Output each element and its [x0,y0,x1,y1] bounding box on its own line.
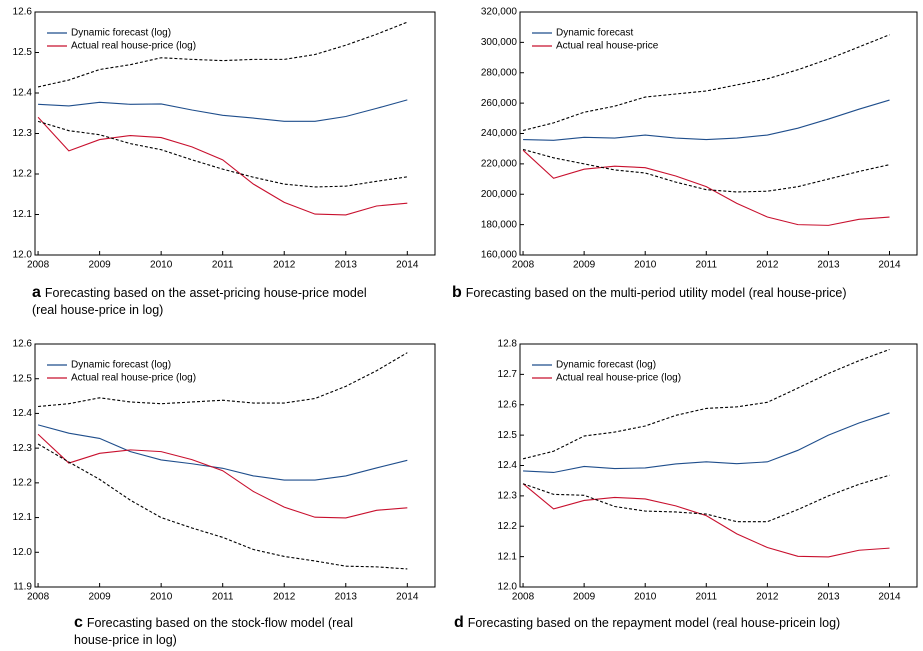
y-tick-label: 12.2 [13,169,33,180]
confidence-band [37,443,408,570]
caption: a Forecasting based on the asset-pricing … [32,284,392,319]
caption: c Forecasting based on the stock-flow mod… [74,614,374,649]
y-tick-label: 12.3 [498,491,518,502]
x-tick-label: 2009 [88,592,111,603]
caption-text: Forecasting based on the multi-period ut… [465,286,847,300]
y-tick-label: 11.9 [13,582,32,593]
y-tick-label: 12.2 [13,477,33,488]
legend-label: Dynamic forecast [556,28,633,39]
confidence-band [522,348,890,460]
x-tick-label: 2013 [817,592,840,603]
x-tick-label: 2008 [27,592,50,603]
legend-label: Actual real house-price (log) [71,373,196,384]
x-tick-label: 2010 [150,260,173,271]
y-tick-label: 240,000 [481,128,518,139]
y-tick-label: 180,000 [481,219,518,230]
x-tick-label: 2011 [696,260,718,271]
legend-label: Actual real house-price [556,41,659,52]
series-line [522,483,890,558]
y-tick-label: 12.0 [498,582,518,593]
series-line [523,99,890,141]
y-tick-label: 12.3 [13,443,33,454]
x-tick-label: 2010 [634,260,657,271]
x-tick-label: 2010 [634,592,657,603]
x-tick-label: 2009 [573,592,596,603]
x-tick-label: 2012 [273,260,296,271]
y-tick-label: 12.5 [13,47,33,58]
legend-label: Dynamic forecast (log) [71,360,171,371]
series-line [37,424,408,481]
x-tick-label: 2012 [273,592,296,603]
confidence-band [37,120,408,188]
y-tick-label: 12.1 [498,551,518,562]
caption-text: Forecasting based on the asset-pricing h… [32,286,367,317]
x-tick-label: 2011 [696,592,718,603]
y-tick-label: 12.3 [13,128,33,139]
x-tick-label: 2014 [878,592,901,603]
y-tick-label: 12.6 [13,339,33,350]
y-tick-label: 160,000 [481,250,518,261]
x-tick-label: 2009 [88,260,111,271]
series-line [37,433,408,519]
y-tick-label: 12.5 [13,373,33,384]
y-tick-label: 12.5 [498,430,518,441]
confidence-band [522,474,890,523]
plot-frame [34,343,436,588]
x-tick-label: 2008 [512,260,535,271]
y-tick-label: 200,000 [481,189,518,200]
series-line [522,149,890,226]
y-tick-label: 12.1 [13,512,33,523]
legend-label: Actual real house-price (log) [556,373,681,384]
x-tick-label: 2013 [335,260,358,271]
confidence-band [522,148,890,193]
caption: d Forecasting based on the repayment mode… [454,614,923,632]
x-tick-label: 2014 [396,260,419,271]
legend-label: Dynamic forecast (log) [71,28,171,39]
y-tick-label: 300,000 [481,37,518,48]
y-tick-label: 12.4 [13,408,33,419]
caption: b Forecasting based on the multi-period u… [452,284,922,302]
x-tick-label: 2013 [817,260,840,271]
panel-label: d [454,614,464,631]
x-tick-label: 2012 [756,260,779,271]
y-tick-label: 12.4 [498,460,518,471]
x-tick-label: 2010 [150,592,173,603]
legend-label: Dynamic forecast (log) [556,360,656,371]
y-tick-label: 12.4 [13,88,33,99]
y-tick-label: 280,000 [481,67,518,78]
y-tick-label: 12.2 [498,521,518,532]
x-tick-label: 2013 [335,592,358,603]
panel-label: c [74,614,83,631]
legend-label: Actual real house-price (log) [71,41,196,52]
y-tick-label: 12.6 [498,399,518,410]
y-tick-label: 12.6 [13,7,33,18]
x-tick-label: 2011 [212,260,234,271]
series-line [38,99,408,122]
y-tick-label: 12.7 [498,369,518,380]
y-tick-label: 12.0 [13,547,33,558]
x-tick-label: 2014 [396,592,419,603]
y-tick-label: 260,000 [481,98,518,109]
x-tick-label: 2014 [878,260,901,271]
panel-label: b [452,284,462,301]
x-tick-label: 2008 [27,260,50,271]
x-tick-label: 2012 [756,592,779,603]
y-tick-label: 12.8 [498,339,518,350]
x-tick-label: 2009 [573,260,596,271]
y-tick-label: 12.0 [13,250,33,261]
panel-label: a [32,284,41,301]
caption-text: Forecasting based on the repayment model… [467,616,841,630]
series-line [37,116,408,216]
y-tick-label: 320,000 [481,7,518,18]
caption-text: Forecasting based on the stock-flow mode… [74,616,354,647]
confidence-band [38,352,408,408]
x-tick-label: 2011 [212,592,234,603]
y-tick-label: 220,000 [481,159,518,170]
x-tick-label: 2008 [512,592,535,603]
y-tick-label: 12.1 [13,209,33,220]
series-line [523,412,890,474]
